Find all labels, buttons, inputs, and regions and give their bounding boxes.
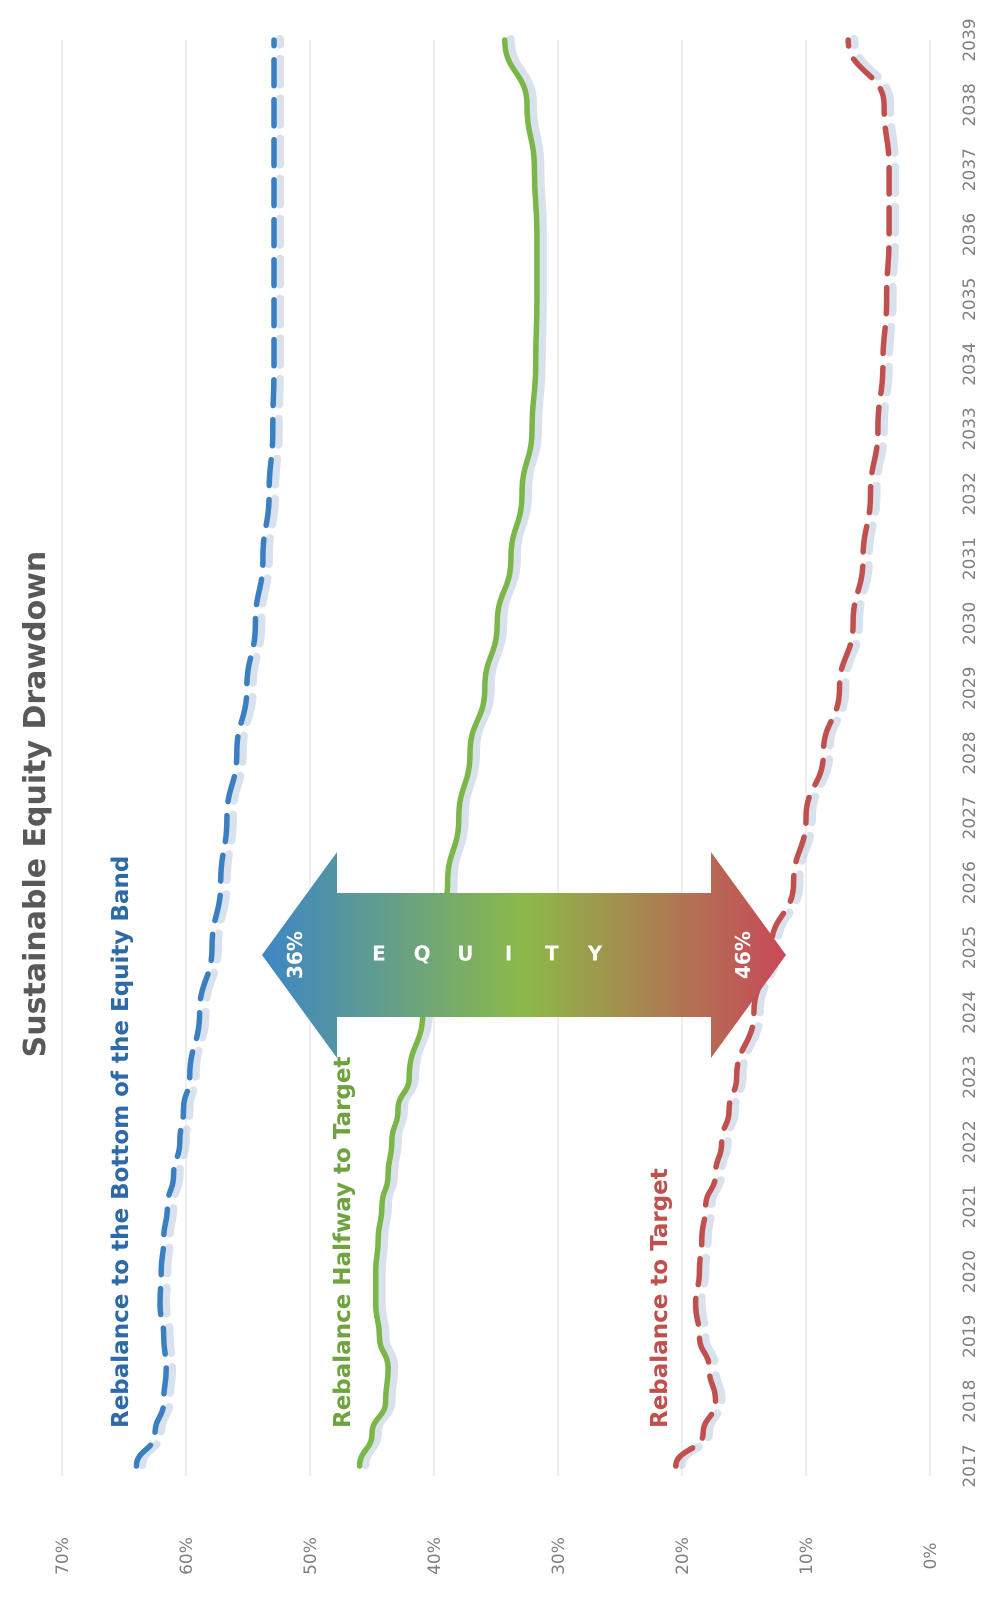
series-line-0 bbox=[133, 37, 277, 1469]
x-tick-label: 2019 bbox=[960, 1315, 980, 1358]
y-tick-label: 70% bbox=[53, 1537, 73, 1575]
arrow-letter: Y bbox=[587, 942, 603, 966]
x-tick-label: 2036 bbox=[960, 213, 980, 256]
arrow-letter: E bbox=[372, 942, 386, 966]
equity-arrow: 36% 46% E Q U I T Y bbox=[262, 852, 786, 1058]
series-shadow-2 bbox=[677, 35, 900, 1469]
series-layer bbox=[133, 35, 900, 1469]
x-tick-label: 2024 bbox=[960, 991, 980, 1034]
y-tick-label: 0% bbox=[921, 1543, 941, 1570]
series-shadow-0 bbox=[138, 35, 285, 1469]
chart-title: Sustainable Equity Drawdown bbox=[18, 551, 53, 1058]
y-tick-label: 50% bbox=[301, 1537, 321, 1575]
x-tick-label: 2030 bbox=[960, 602, 980, 645]
y-tick-label: 10% bbox=[797, 1537, 817, 1575]
x-tick-label: 2033 bbox=[960, 407, 980, 450]
x-tick-label: 2029 bbox=[960, 667, 980, 710]
series-annotation: Rebalance to Target bbox=[647, 1168, 673, 1428]
x-tick-label: 2023 bbox=[960, 1055, 980, 1098]
y-tick-label: 40% bbox=[425, 1537, 445, 1575]
x-tick-label: 2031 bbox=[960, 537, 980, 580]
series-annotation: Rebalance to the Bottom of the Equity Ba… bbox=[108, 856, 134, 1428]
x-tick-label: 2039 bbox=[960, 18, 980, 61]
arrow-letter: U bbox=[457, 942, 473, 966]
arrow-left-label: 36% bbox=[283, 931, 307, 979]
y-axis: 0% 10% 20% 30% 40% 50% 60% 70% bbox=[53, 1537, 941, 1575]
x-tick-label: 2032 bbox=[960, 472, 980, 515]
x-tick-label: 2022 bbox=[960, 1120, 980, 1163]
gridlines bbox=[61, 40, 931, 1476]
arrow-shape bbox=[262, 852, 786, 1058]
x-tick-label: 2017 bbox=[960, 1444, 980, 1487]
x-tick-label: 2025 bbox=[960, 926, 980, 969]
arrow-right-label: 46% bbox=[731, 931, 755, 979]
plot-group: 0% 10% 20% 30% 40% 50% 60% 70% 2017 2018 2019 2020… bbox=[18, 18, 980, 1575]
x-tick-label: 2020 bbox=[960, 1250, 980, 1293]
x-tick-label: 2035 bbox=[960, 278, 980, 321]
y-tick-label: 30% bbox=[549, 1537, 569, 1575]
x-tick-label: 2034 bbox=[960, 342, 980, 385]
arrow-letter: Q bbox=[414, 942, 431, 966]
x-tick-label: 2028 bbox=[960, 731, 980, 774]
x-tick-label: 2037 bbox=[960, 148, 980, 191]
series-line-2 bbox=[673, 37, 892, 1469]
arrow-letter: I bbox=[505, 942, 512, 966]
x-tick-label: 2018 bbox=[960, 1380, 980, 1423]
x-tick-label: 2027 bbox=[960, 796, 980, 839]
x-tick-label: 2026 bbox=[960, 861, 980, 904]
series-annotation: Rebalance Halfway to Target bbox=[330, 1057, 356, 1428]
arrow-letter: T bbox=[545, 942, 559, 966]
x-axis: 2017 2018 2019 2020 2021 2022 2023 2024 2025 2026… bbox=[960, 18, 980, 1487]
series-shadow-1 bbox=[361, 35, 547, 1469]
x-tick-label: 2038 bbox=[960, 83, 980, 126]
y-tick-label: 60% bbox=[177, 1537, 197, 1575]
x-tick-label: 2021 bbox=[960, 1185, 980, 1228]
y-tick-label: 20% bbox=[673, 1537, 693, 1575]
series-annotations: Rebalance to the Bottom of the Equity Ba… bbox=[108, 856, 673, 1428]
